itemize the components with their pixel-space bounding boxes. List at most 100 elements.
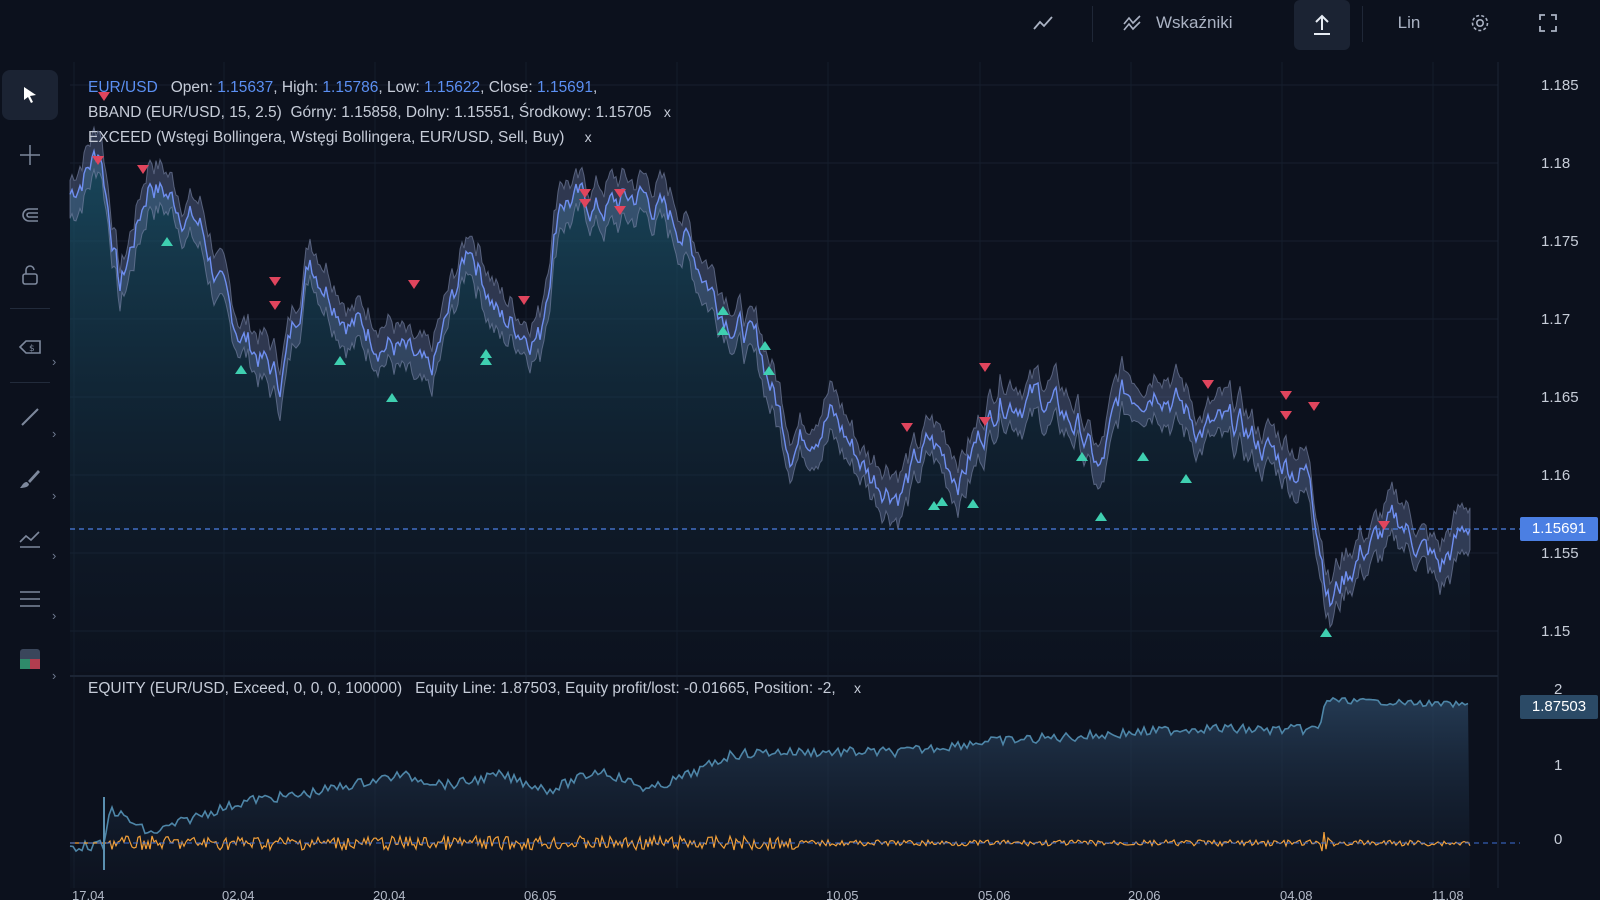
buy-signal-marker	[1320, 628, 1332, 637]
equity-profit-value: -0.01665	[683, 680, 746, 697]
buy-signal-marker	[480, 356, 492, 365]
buy-signal-marker	[928, 501, 940, 510]
time-axis-label: 10.05	[826, 888, 859, 900]
toolbar-divider	[1362, 6, 1363, 42]
equity-axis-label: 1	[1554, 757, 1563, 774]
sell-signal-marker	[1280, 391, 1292, 400]
equity-axis-label: 0	[1554, 831, 1563, 848]
remove-equity-button[interactable]: x	[853, 680, 861, 696]
lines-tool-button[interactable]	[2, 574, 58, 624]
indicator-tool-button[interactable]	[2, 514, 58, 564]
price-axis-label: 1.185	[1541, 77, 1579, 94]
sell-signal-marker	[979, 363, 991, 372]
time-axis-label: 04.08	[1280, 888, 1313, 900]
sell-signal-marker	[1308, 402, 1320, 411]
sell-signal-marker	[137, 165, 149, 174]
expand-arrow-icon[interactable]: ›	[52, 488, 57, 503]
upper-label: Górny:	[290, 104, 337, 121]
fullscreen-icon	[1539, 14, 1557, 32]
sell-signal-marker	[518, 296, 530, 305]
svg-text:$: $	[29, 344, 35, 354]
sell-signal-marker	[408, 280, 420, 289]
low-value: 1.15622	[424, 79, 481, 96]
cursor-tool-button[interactable]	[2, 70, 58, 120]
equity-axis-label: 2	[1554, 681, 1563, 698]
indicators-button[interactable]: Wskaźniki	[1122, 0, 1272, 46]
magnet-tool-button[interactable]	[2, 190, 58, 240]
sell-signal-marker	[579, 199, 591, 208]
sell-signal-marker	[98, 92, 110, 101]
expand-arrow-icon[interactable]: ›	[52, 354, 57, 369]
crosshair-tool-button[interactable]	[2, 130, 58, 180]
sell-signal-marker	[614, 189, 626, 198]
upload-icon	[1314, 14, 1330, 35]
chart-type-button[interactable]	[1023, 0, 1063, 46]
current-equity-tag: 1.87503	[1520, 695, 1598, 719]
sell-signal-marker	[269, 301, 281, 310]
magnet-icon	[22, 208, 38, 222]
sell-signal-marker	[979, 417, 991, 426]
symbol-label[interactable]: EUR/USD	[88, 79, 158, 96]
equity-profit-label: Equity profit/lost:	[565, 680, 680, 697]
price-axis-label: 1.15	[1541, 623, 1571, 640]
price-legend-row: EUR/USD Open: 1.15637, High: 1.15786, Lo…	[88, 79, 598, 96]
brush-tool-button[interactable]	[2, 454, 58, 504]
exceed-label: EXCEED (Wstęgi Bollingera, Wstęgi Bollin…	[88, 129, 565, 146]
buy-signal-marker	[386, 393, 398, 402]
settings-button[interactable]	[1462, 0, 1498, 46]
price-label-icon: $	[18, 340, 41, 354]
price-axis-label: 1.17	[1541, 311, 1571, 328]
equity-line	[69, 696, 1469, 853]
expand-arrow-icon[interactable]: ›	[52, 426, 57, 441]
sell-signal-marker	[579, 189, 591, 198]
expand-arrow-icon[interactable]: ›	[52, 668, 57, 683]
price-series-line	[69, 148, 1471, 608]
price-label-tool-button[interactable]: $	[2, 322, 58, 372]
buy-signal-marker	[1137, 452, 1149, 461]
sidebar-divider	[10, 382, 50, 383]
lines-icon	[20, 591, 40, 607]
time-axis[interactable]: 17.04 02.04 20.04 06.05 10.05 05.06 20.0…	[0, 888, 1600, 900]
expand-arrow-icon[interactable]: ›	[52, 608, 57, 623]
position-value: -2,	[817, 680, 836, 697]
time-axis-label: 06.05	[524, 888, 557, 900]
top-toolbar: Wskaźniki Lin	[0, 0, 1600, 50]
buy-signal-marker	[763, 366, 775, 375]
buy-signal-marker	[717, 326, 729, 335]
drawing-tools-sidebar: $ › › › › › ›	[0, 62, 66, 900]
line-chart-icon	[1033, 16, 1053, 30]
equity-legend-row[interactable]: EQUITY (EUR/USD, Exceed, 0, 0, 0, 100000…	[88, 680, 861, 697]
upper-value: 1.15858	[341, 104, 398, 121]
expand-arrow-icon[interactable]: ›	[52, 548, 57, 563]
bband-legend-row[interactable]: BBAND (EUR/USD, 15, 2.5) Górny: 1.15858,…	[88, 104, 671, 121]
mid-label: Środkowy:	[518, 104, 592, 121]
trendline-tool-button[interactable]	[2, 392, 58, 442]
high-label: High:	[281, 79, 319, 96]
remove-bband-button[interactable]: x	[663, 104, 671, 120]
template-tool-button[interactable]	[2, 634, 58, 684]
bband-label: BBAND (EUR/USD, 15, 2.5)	[88, 104, 282, 121]
scale-mode-button[interactable]: Lin	[1390, 0, 1428, 46]
fullscreen-button[interactable]	[1530, 0, 1566, 46]
close-value: 1.15691	[537, 79, 594, 96]
bollinger-band-fill	[69, 125, 1471, 629]
cursor-icon	[24, 87, 36, 103]
crosshair-icon	[20, 145, 40, 165]
exceed-legend-row[interactable]: EXCEED (Wstęgi Bollingera, Wstęgi Bollin…	[88, 129, 592, 147]
upload-button[interactable]	[1294, 0, 1350, 50]
lock-tool-button[interactable]	[2, 250, 58, 300]
equity-line-value: 1.87503	[500, 680, 557, 697]
mid-value: 1.15705	[595, 104, 652, 121]
lock-icon	[22, 265, 38, 285]
price-axis-label: 1.18	[1541, 155, 1571, 172]
signal-markers	[92, 92, 1390, 637]
current-price-tag: 1.15691	[1520, 517, 1598, 541]
buy-signal-marker	[1180, 474, 1192, 483]
time-axis-label: 11.08	[1432, 888, 1464, 900]
position-label: Position:	[753, 680, 814, 697]
buy-signal-marker	[759, 341, 771, 350]
open-value: 1.15637	[217, 79, 274, 96]
buy-signal-marker	[334, 356, 346, 365]
remove-exceed-button[interactable]: x	[584, 129, 592, 145]
